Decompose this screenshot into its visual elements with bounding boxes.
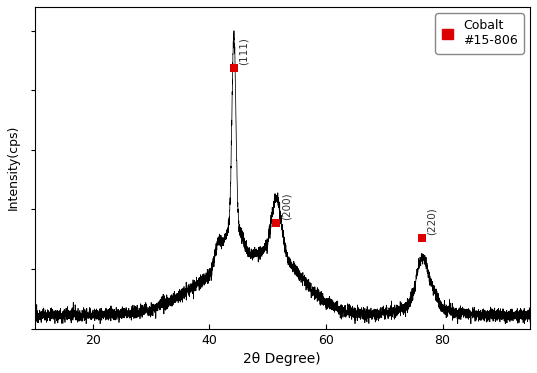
Y-axis label: Intensity(cps): Intensity(cps) xyxy=(7,125,20,210)
Legend: Cobalt
#15-806: Cobalt #15-806 xyxy=(436,13,524,54)
X-axis label: 2θ Degree): 2θ Degree) xyxy=(243,352,321,366)
Text: (111): (111) xyxy=(238,37,249,65)
Text: (200): (200) xyxy=(281,192,291,220)
Text: (220): (220) xyxy=(427,207,437,235)
